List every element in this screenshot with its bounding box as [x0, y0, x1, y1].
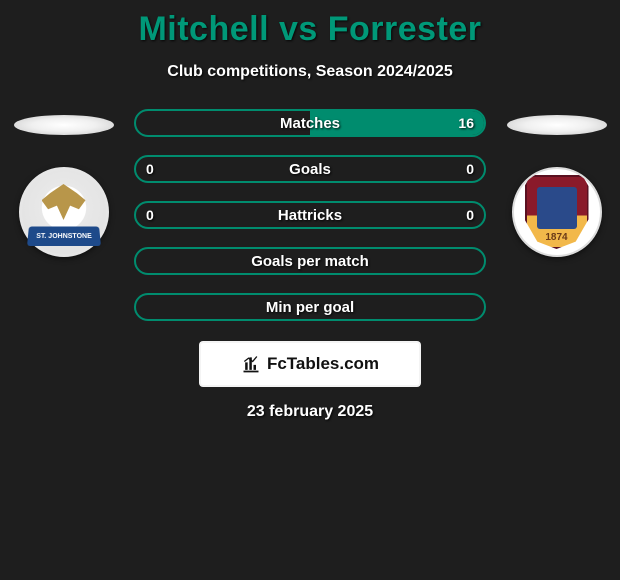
stat-value-right: 16 [458, 115, 474, 131]
team-ribbon-left: ST. JOHNSTONE [27, 226, 101, 246]
stat-value-left: 0 [146, 161, 154, 177]
stat-bar-goals-per-match: Goals per match [134, 247, 486, 275]
stat-label: Goals per match [251, 253, 369, 270]
stat-value-right: 0 [466, 207, 474, 223]
stat-bar-matches: Matches 16 [134, 109, 486, 137]
shield-panel [537, 187, 577, 229]
stat-value-left: 0 [146, 207, 154, 223]
team-year-right: 1874 [527, 232, 587, 243]
watermark-text: FcTables.com [267, 354, 379, 374]
stat-bar-goals: 0 Goals 0 [134, 155, 486, 183]
player-ellipse-left [14, 115, 114, 135]
team-crest-right: 1874 [512, 167, 602, 257]
comparison-body: ST. JOHNSTONE Matches 16 0 Goals 0 0 [0, 109, 620, 321]
stat-bars: Matches 16 0 Goals 0 0 Hattricks 0 [134, 109, 486, 321]
stat-label: Matches [280, 115, 340, 132]
stat-bar-hattricks: 0 Hattricks 0 [134, 201, 486, 229]
date-label: 23 february 2025 [0, 403, 620, 421]
watermark[interactable]: FcTables.com [201, 343, 419, 385]
comparison-card: Mitchell vs Forrester Club competitions,… [0, 0, 620, 580]
stat-value-right: 0 [466, 161, 474, 177]
stat-label: Min per goal [266, 299, 354, 316]
left-side: ST. JOHNSTONE [11, 109, 116, 257]
stat-bar-min-per-goal: Min per goal [134, 293, 486, 321]
stat-label: Hattricks [278, 207, 342, 224]
page-title: Mitchell vs Forrester [0, 10, 620, 49]
team-crest-left: ST. JOHNSTONE [19, 167, 109, 257]
player-ellipse-right [507, 115, 607, 135]
eagle-icon [42, 184, 86, 220]
shield-icon: 1874 [525, 175, 589, 249]
bar-chart-icon [241, 354, 261, 374]
subtitle: Club competitions, Season 2024/2025 [0, 63, 620, 81]
right-side: 1874 [504, 109, 609, 257]
stat-label: Goals [289, 161, 331, 178]
